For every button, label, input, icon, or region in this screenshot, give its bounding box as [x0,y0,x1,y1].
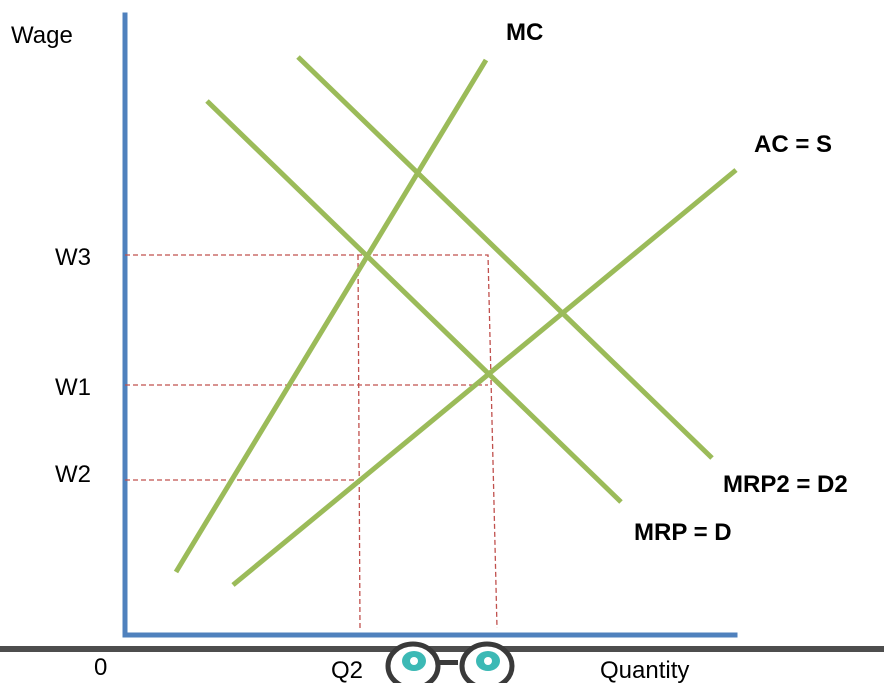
w1-label: W1 [55,374,91,401]
footer-bar [0,646,884,652]
origin-label: 0 [94,654,107,681]
y-axis-label: Wage [11,22,73,49]
ac-supply-curve [231,168,738,587]
x-axis-label: Quantity [600,657,689,683]
w3-label: W3 [55,244,91,271]
ac-label: AC = S [754,131,832,158]
mc-label: MC [506,19,543,46]
mrp2-demand-curve [296,55,714,460]
mc-curve [173,58,489,574]
mrp2-label: MRP2 = D2 [723,471,848,498]
guide-q2 [357,254,361,629]
q2-label: Q2 [331,657,363,683]
eyes-glasses-icon [385,641,515,683]
mrp-demand-curve [205,99,623,504]
mrp-label: MRP = D [634,519,732,546]
guide-w3 [125,254,498,629]
w2-label: W2 [55,461,91,488]
